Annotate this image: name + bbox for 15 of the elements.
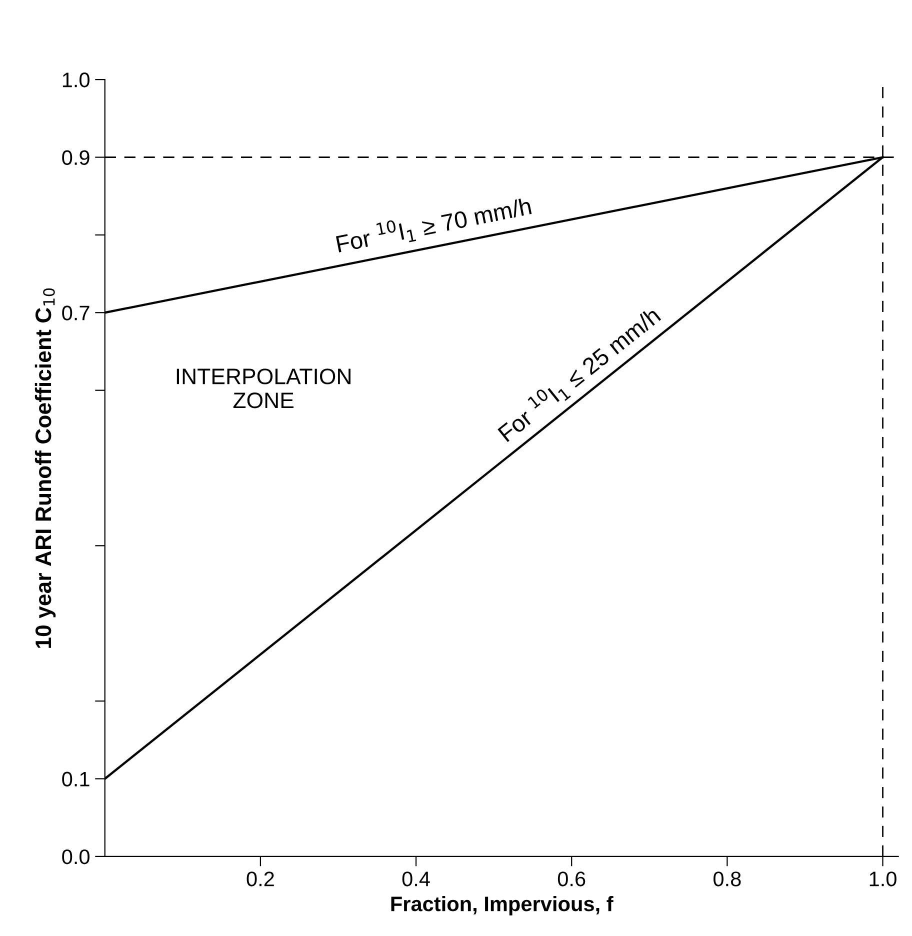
- annotation: INTERPOLATION ZONE: [176, 368, 350, 408]
- x-tick-label: 0.4: [402, 872, 430, 886]
- y-axis-title: 10 year ARI Runoff Coefficient C$_{10}$: [34, 288, 56, 648]
- y-tick-label: 0.1: [62, 772, 90, 787]
- x-tick-label: 0.6: [558, 872, 586, 886]
- x-axis-title: Fraction, Impervious, f: [391, 896, 614, 916]
- y-tick-label: 0.9: [62, 150, 90, 165]
- x-tick-label: 0.8: [714, 872, 741, 886]
- x-tick-label: 1.0: [870, 872, 896, 886]
- text: For $^{10}$I$_{1}$ ≤ 25 mm/h: [494, 302, 664, 446]
- text: For $^{10}$I$_{1}$ ≥ 70 mm/h: [334, 192, 532, 256]
- y-tick-label: 1.0: [62, 72, 90, 88]
- y-tick-label: 0.0: [62, 849, 90, 864]
- y-tick-label: 0.7: [62, 306, 90, 320]
- x-tick-label: 0.2: [246, 872, 274, 886]
